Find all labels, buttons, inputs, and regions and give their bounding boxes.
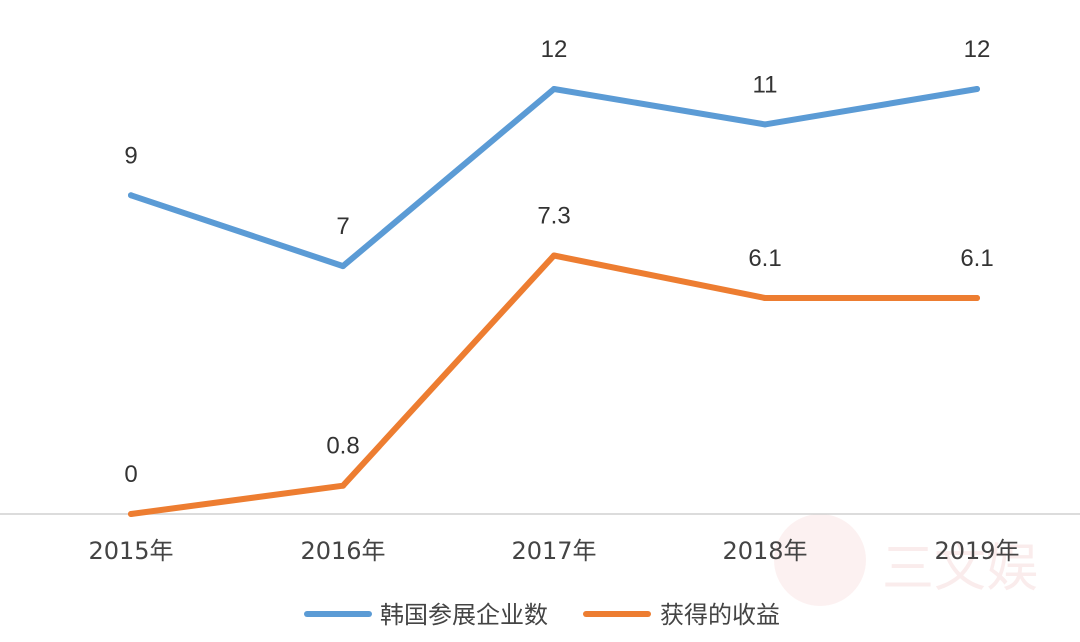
legend-label: 韩国参展企业数 — [380, 601, 548, 629]
data-label: 12 — [541, 36, 568, 63]
watermark: 三文娱 — [774, 514, 1038, 606]
data-label: 9 — [124, 142, 137, 169]
legend-label: 获得的收益 — [660, 601, 780, 629]
x-tick-label: 2017年 — [511, 537, 596, 565]
data-label: 6.1 — [960, 245, 993, 272]
data-point — [340, 482, 346, 489]
data-point — [128, 511, 134, 517]
x-tick-label: 2018年 — [722, 537, 807, 565]
data-point — [762, 295, 768, 301]
data-point — [340, 263, 346, 270]
data-label: 11 — [753, 71, 778, 98]
data-point — [762, 121, 768, 128]
series-line-1 — [128, 86, 980, 270]
data-point — [551, 86, 557, 92]
data-point — [128, 192, 134, 199]
data-point — [974, 86, 980, 92]
watermark-text: 三文娱 — [882, 539, 1038, 599]
x-tick-label: 2016年 — [300, 537, 385, 565]
data-point — [551, 252, 557, 259]
data-label: 12 — [964, 36, 991, 63]
data-label: 0 — [124, 461, 137, 488]
series-line-2 — [128, 252, 980, 517]
x-axis-ticks: 2015年 2016年 2017年 2018年 2019年 — [88, 537, 1019, 565]
watermark-logo-icon — [774, 514, 866, 606]
data-label: 0.8 — [326, 433, 359, 460]
x-tick-label: 2015年 — [88, 537, 173, 565]
data-point — [974, 295, 980, 301]
data-label: 7.3 — [537, 203, 570, 230]
x-tick-label: 2019年 — [934, 537, 1019, 565]
legend: 韩国参展企业数 获得的收益 — [304, 601, 780, 629]
data-label: 7 — [336, 213, 349, 240]
data-labels: 9 7 12 11 12 0 0.8 7.3 6.1 6.1 — [124, 36, 993, 488]
series-layer — [128, 86, 980, 517]
data-label: 6.1 — [748, 245, 781, 272]
